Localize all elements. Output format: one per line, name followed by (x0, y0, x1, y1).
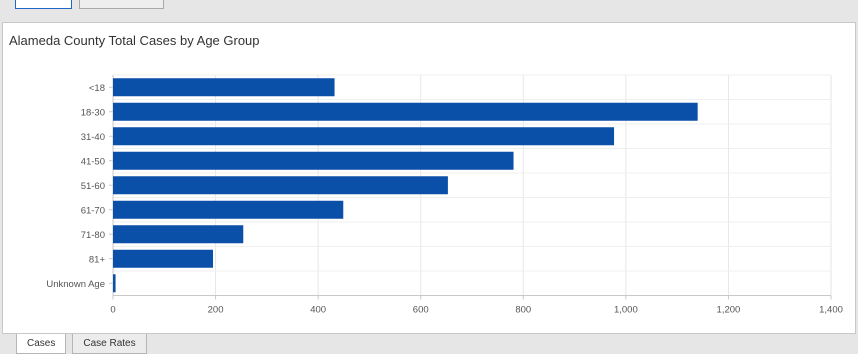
category-label: 61-70 (81, 205, 105, 216)
tab-cases[interactable]: Cases (16, 334, 67, 354)
bottom-tab-bar: Cases Case Rates (16, 334, 147, 354)
bar (113, 200, 344, 219)
category-label: 31-40 (81, 132, 105, 143)
bar-chart: 0 200 400 600 800 1,000 1,200 1,400 <18 18-30 31-4… (46, 74, 843, 316)
bar (113, 249, 214, 268)
x-tick-label: 1,200 (717, 305, 741, 316)
x-tick-label: 800 (515, 305, 531, 316)
category-label: 51-60 (81, 181, 105, 192)
category-label: <18 (89, 83, 105, 94)
category-label: 18-30 (81, 107, 105, 118)
bar (113, 176, 448, 195)
bar (113, 102, 698, 121)
chart-panel: Alameda County Total Cases by Age Group … (2, 22, 856, 334)
category-label: 81+ (89, 254, 106, 265)
category-label: 41-50 (81, 156, 105, 167)
chart-title: Alameda County Total Cases by Age Group (9, 33, 260, 48)
bar (113, 151, 514, 170)
top-tab-selected[interactable] (15, 0, 72, 9)
x-tick-label: 400 (310, 305, 326, 316)
bar (113, 78, 335, 97)
top-tab[interactable] (79, 0, 164, 9)
x-tick-label: 1,400 (819, 305, 843, 316)
x-tick-label: 200 (208, 305, 224, 316)
x-tick-label: 600 (413, 305, 429, 316)
bar (113, 127, 615, 146)
category-label: 71-80 (81, 230, 105, 241)
bar (113, 225, 244, 244)
bar (113, 274, 116, 293)
x-tick-label: 1,000 (614, 305, 638, 316)
tab-case-rates[interactable]: Case Rates (72, 334, 147, 354)
x-tick-label: 0 (110, 305, 115, 316)
category-label: Unknown Age (46, 279, 105, 290)
